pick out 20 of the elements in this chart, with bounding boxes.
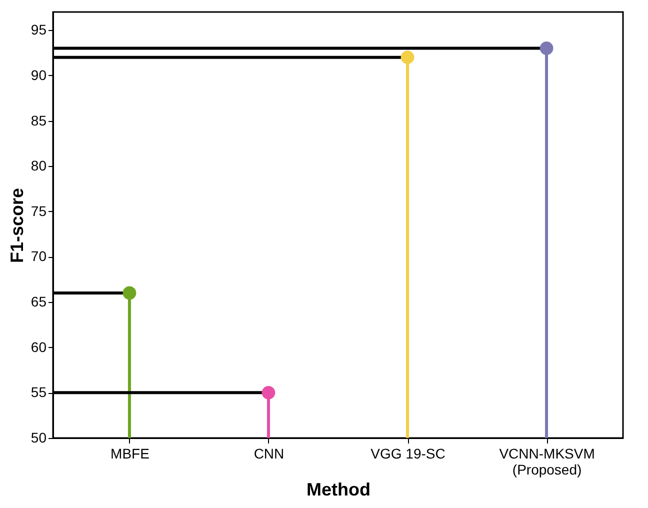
point <box>540 42 554 55</box>
y-tick-label: 60 <box>30 338 47 355</box>
x-tick-label: CNN <box>254 446 284 462</box>
x-tick-label: VCNN-MKSVM (Proposed) <box>499 446 595 478</box>
y-tick-label: 75 <box>30 202 47 219</box>
x-tick-label: VGG 19-SC <box>370 446 446 462</box>
y-tick-label: 90 <box>30 66 47 83</box>
x-tick-label: MBFE <box>110 446 150 462</box>
point <box>262 386 276 400</box>
y-tick-label: 55 <box>30 384 47 400</box>
x-axis-title: Method <box>306 480 370 500</box>
y-tick-label: 70 <box>30 248 47 264</box>
point <box>400 50 414 64</box>
y-tick-label: 85 <box>30 112 47 128</box>
y-tick-label: 80 <box>30 158 47 174</box>
y-tick-label: 95 <box>30 22 47 38</box>
point <box>122 286 136 300</box>
y-axis-title: F1-score <box>6 188 27 264</box>
y-tick-label: 50 <box>30 430 47 446</box>
y-tick-label: 65 <box>30 294 47 310</box>
